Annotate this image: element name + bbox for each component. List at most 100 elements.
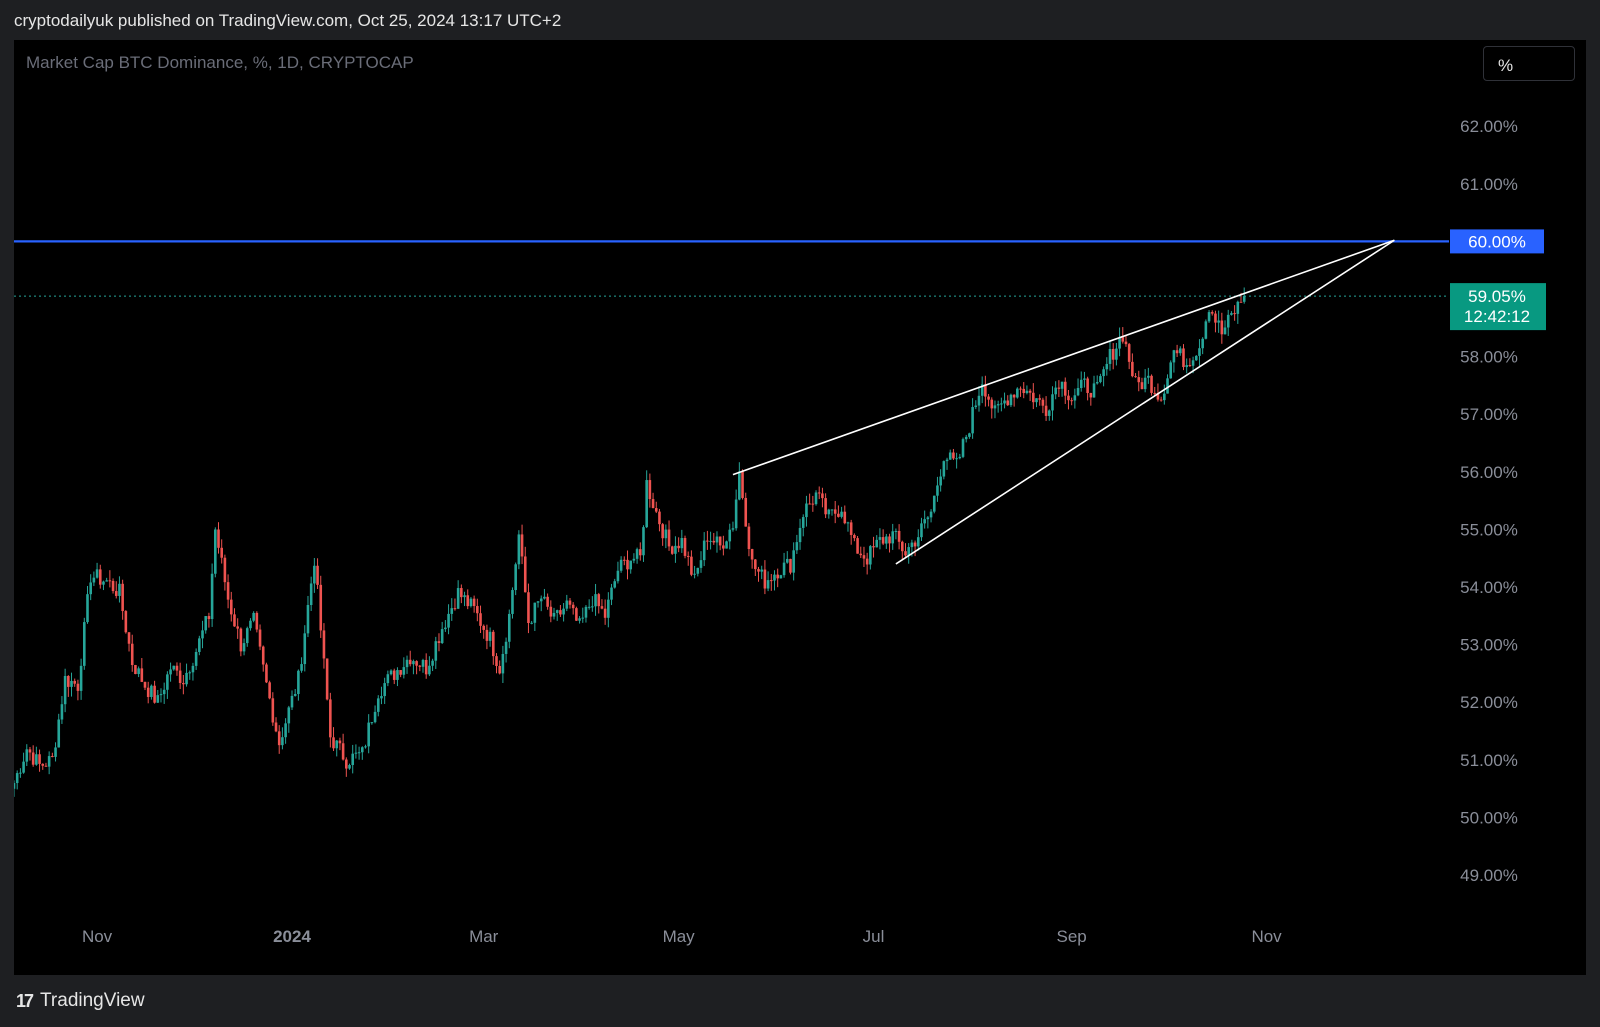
percent-scale-button[interactable]: % — [1483, 46, 1575, 81]
candle-body — [124, 611, 128, 633]
candle-body — [667, 529, 671, 547]
chart-frame[interactable]: 49.00% 50.00% 51.00% 52.00% 53.00% 54.00% 55.0… — [14, 40, 1586, 975]
candle-body — [182, 682, 185, 685]
candle-body — [632, 558, 636, 561]
candle-body — [1079, 379, 1083, 389]
candle-body — [351, 753, 355, 766]
candle-body — [837, 513, 840, 517]
candle-body — [1041, 399, 1045, 406]
candle-body — [143, 681, 147, 688]
candle-body — [581, 617, 585, 619]
candle-body — [840, 511, 843, 517]
candle-body — [856, 538, 859, 554]
candle-body — [651, 499, 655, 509]
candle-body — [559, 610, 562, 615]
candle-body — [1012, 394, 1016, 398]
candle-body — [1217, 320, 1220, 323]
candle-body — [300, 664, 303, 671]
candle-body — [638, 549, 642, 556]
candle-body — [916, 537, 920, 547]
candle-body — [354, 752, 358, 754]
tradingview-logo[interactable]: 17 TradingView — [16, 990, 145, 1012]
candle-body — [706, 540, 709, 542]
candle-body — [239, 628, 243, 652]
candle-body — [1102, 369, 1105, 377]
candle-body — [127, 632, 131, 644]
candle-body — [150, 685, 153, 697]
candle-body — [897, 530, 901, 542]
candle-body — [996, 404, 1000, 406]
candle-body — [178, 670, 182, 683]
y-tick-label: 50.00% — [1460, 808, 1518, 827]
candle-body — [878, 537, 882, 540]
candle-body — [734, 499, 738, 529]
candle-body — [664, 529, 668, 539]
candle-body — [316, 565, 319, 585]
candle-body — [456, 588, 460, 609]
candle-body — [485, 629, 489, 641]
candle-body — [571, 604, 575, 609]
candle-body — [552, 612, 556, 617]
candle-body — [728, 529, 732, 542]
candle-body — [105, 580, 108, 582]
candlestick-chart[interactable]: 49.00% 50.00% 51.00% 52.00% 53.00% 54.00% 55.0… — [14, 40, 1586, 975]
candle-body — [89, 582, 92, 595]
candle-body — [153, 685, 156, 703]
candle-body — [923, 519, 926, 524]
candle-body — [539, 598, 543, 602]
candle-body — [814, 492, 818, 505]
candle-body — [1099, 376, 1102, 383]
candle-body — [849, 522, 853, 535]
last-price-label: 59.05% — [1468, 287, 1526, 306]
candle-body — [926, 517, 930, 520]
candle-body — [338, 740, 342, 744]
candle-body — [25, 749, 29, 762]
candle-body — [38, 754, 41, 764]
candle-body — [1067, 395, 1070, 401]
candle-body — [607, 599, 610, 618]
candle-body — [1140, 382, 1144, 390]
candle-body — [424, 659, 428, 675]
candle-body — [738, 471, 741, 500]
candle-body — [479, 613, 482, 626]
candle-body — [437, 641, 441, 644]
candle-body — [488, 631, 492, 641]
candle-body — [846, 522, 850, 524]
candle-body — [1076, 388, 1080, 396]
candle-body — [1124, 341, 1128, 345]
candle-body — [47, 756, 51, 767]
candle-body — [313, 565, 316, 584]
candle-body — [712, 540, 716, 543]
candle-body — [648, 480, 652, 500]
candle-body — [1239, 301, 1243, 303]
candle-body — [111, 580, 115, 592]
candle-body — [1054, 387, 1057, 395]
candle-body — [948, 452, 952, 460]
candle-body — [466, 595, 470, 607]
candle-body — [964, 436, 968, 440]
candle-body — [130, 643, 134, 666]
y-tick-label: 56.00% — [1460, 463, 1518, 482]
candle-body — [731, 528, 735, 530]
candle-body — [226, 582, 230, 600]
candle-body — [1057, 387, 1061, 389]
candle-body — [904, 551, 907, 556]
y-tick-label: 54.00% — [1460, 578, 1518, 597]
candle-body — [1086, 378, 1089, 393]
candle-body — [603, 608, 607, 618]
candle-body — [1038, 398, 1042, 400]
candle-body — [587, 606, 591, 608]
candle-body — [769, 580, 773, 582]
candle-body — [428, 665, 431, 675]
x-tick-label: Mar — [469, 927, 499, 946]
candle-body — [766, 580, 770, 589]
candle-body — [843, 511, 847, 524]
candle-body — [1028, 390, 1032, 393]
candle-body — [1156, 392, 1160, 400]
candle-body — [1191, 360, 1195, 366]
candle-body — [977, 395, 981, 406]
candle-body — [543, 596, 546, 599]
candle-body — [1025, 390, 1029, 394]
x-tick-label: Jul — [863, 927, 885, 946]
candle-body — [702, 540, 706, 561]
